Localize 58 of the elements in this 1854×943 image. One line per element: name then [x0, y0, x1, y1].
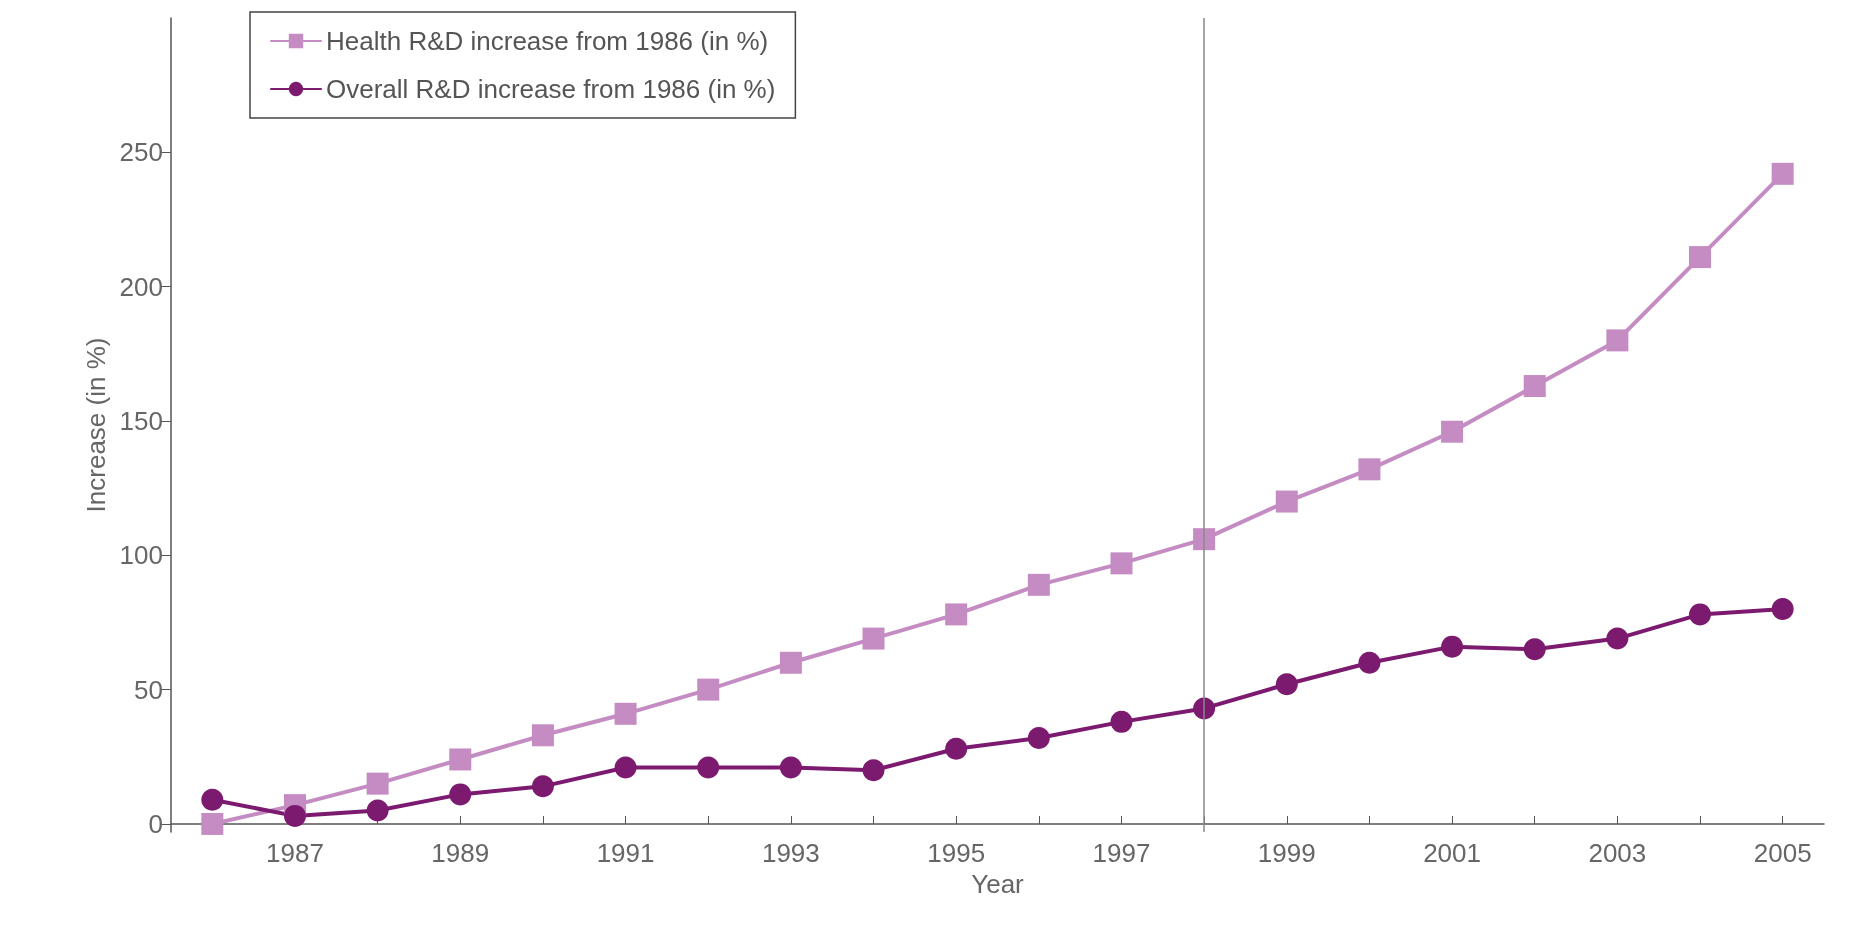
point [531, 775, 554, 798]
legend-label: Health R&D increase from 1986 (in %) [326, 26, 769, 56]
x-tick-label: 1991 [596, 838, 655, 868]
point [1606, 627, 1629, 650]
point [366, 799, 389, 822]
point [366, 772, 389, 795]
point [531, 724, 554, 747]
x-axis-title: Year [971, 868, 1025, 899]
x-tick-label: 1993 [761, 838, 820, 868]
point [1110, 710, 1133, 733]
point [1027, 573, 1050, 596]
point [1771, 162, 1794, 185]
x-tick-label: 1989 [431, 838, 490, 868]
point [1523, 638, 1546, 661]
point [945, 737, 968, 760]
point [697, 678, 720, 701]
x-tick-label: 1987 [266, 838, 324, 868]
y-tick-label: 50 [134, 674, 163, 705]
point [1606, 329, 1629, 352]
point [1441, 420, 1464, 443]
point [1275, 673, 1298, 696]
y-axis-title: Increase (in %) [80, 337, 111, 513]
point [862, 759, 885, 782]
point [201, 812, 224, 835]
x-tick-label: 1999 [1257, 838, 1316, 868]
point [697, 756, 720, 779]
y-tick-label: 250 [119, 137, 163, 168]
point [449, 783, 472, 806]
x-tick-label: 2003 [1588, 838, 1647, 868]
legend-label: Overall R&D increase from 1986 (in %) [326, 74, 776, 104]
y-tick-label: 150 [119, 405, 163, 436]
point [1358, 651, 1381, 674]
point [1523, 375, 1546, 398]
point [945, 603, 968, 626]
point [779, 651, 802, 674]
x-tick-label: 2001 [1423, 838, 1481, 868]
point [1771, 598, 1794, 621]
point [1110, 552, 1133, 575]
point [779, 756, 802, 779]
point [1275, 490, 1298, 513]
point [284, 804, 306, 827]
point [1441, 635, 1464, 658]
point [862, 627, 885, 650]
x-tick-label: 1997 [1092, 838, 1151, 868]
point [201, 788, 224, 811]
y-tick-label: 100 [119, 540, 163, 571]
y-tick-label: 200 [119, 271, 163, 302]
point [1358, 458, 1381, 481]
point [614, 756, 637, 779]
point [1027, 726, 1050, 749]
point [614, 702, 637, 725]
x-tick-label: 1995 [927, 838, 986, 868]
point [449, 748, 472, 771]
point [1193, 528, 1216, 551]
x-tick-label: 2005 [1753, 838, 1812, 868]
y-tick-label: 0 [148, 808, 163, 839]
point [1689, 246, 1712, 269]
point [1689, 603, 1712, 626]
